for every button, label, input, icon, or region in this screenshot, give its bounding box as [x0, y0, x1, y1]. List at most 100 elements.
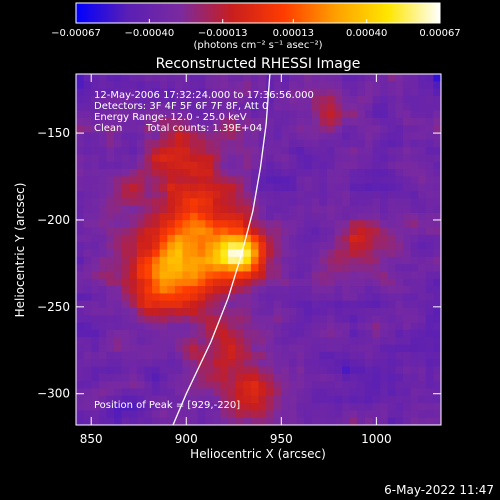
- heatmap-cell: [266, 117, 275, 126]
- heatmap-cell: [197, 381, 206, 390]
- heatmap-cell: [334, 351, 343, 360]
- heatmap-cell: [273, 271, 282, 280]
- heatmap-cell: [106, 147, 115, 156]
- heatmap-cell: [190, 395, 199, 404]
- heatmap-cell: [144, 176, 153, 185]
- heatmap-cell: [288, 308, 298, 316]
- heatmap-cell: [395, 359, 404, 368]
- heatmap-cell: [296, 110, 305, 119]
- heatmap-cell: [250, 337, 260, 346]
- heatmap-cell: [190, 234, 199, 243]
- heatmap-cell: [114, 308, 123, 316]
- heatmap-cell: [304, 300, 313, 309]
- heatmap-cell: [136, 329, 146, 338]
- heatmap-cell: [304, 403, 313, 411]
- heatmap-cell: [395, 95, 404, 104]
- heatmap-cell: [311, 169, 320, 177]
- heatmap-cell: [258, 242, 267, 251]
- heatmap-cell: [433, 191, 441, 199]
- heatmap-cell: [205, 95, 214, 104]
- heatmap-cell: [334, 161, 343, 170]
- heatmap-cell: [418, 74, 427, 82]
- heatmap-cell: [326, 322, 336, 331]
- heatmap-cell: [418, 125, 427, 134]
- heatmap-cell: [144, 183, 153, 192]
- heatmap-cell: [281, 388, 290, 397]
- heatmap-cell: [243, 359, 252, 368]
- heatmap-cell: [364, 308, 374, 316]
- heatmap-cell: [159, 315, 168, 324]
- heatmap-cell: [349, 329, 358, 338]
- heatmap-cell: [106, 322, 115, 331]
- heatmap-cell: [349, 410, 358, 419]
- heatmap-cell: [220, 117, 229, 126]
- heatmap-cell: [349, 205, 358, 214]
- heatmap-cell: [167, 249, 176, 258]
- heatmap-cell: [326, 169, 336, 177]
- heatmap-cell: [395, 212, 404, 221]
- heatmap-cell: [220, 132, 229, 141]
- heatmap-cell: [228, 351, 237, 360]
- heatmap-cell: [334, 205, 343, 214]
- heatmap-cell: [235, 359, 244, 368]
- heatmap-cell: [106, 249, 115, 258]
- heatmap-cell: [402, 212, 412, 221]
- heatmap-cell: [349, 88, 358, 97]
- heatmap-cell: [129, 337, 138, 346]
- heatmap-cell: [296, 117, 305, 126]
- heatmap-cell: [433, 373, 441, 382]
- heatmap-cell: [349, 417, 358, 425]
- heatmap-cell: [98, 220, 108, 229]
- heatmap-cell: [380, 337, 389, 346]
- heatmap-cell: [106, 351, 115, 360]
- heatmap-cell: [228, 110, 237, 119]
- heatmap-cell: [311, 315, 320, 324]
- heatmap-cell: [334, 176, 343, 185]
- heatmap-cell: [144, 366, 153, 375]
- heatmap-cell: [357, 366, 366, 375]
- heatmap-cell: [357, 278, 366, 287]
- heatmap-cell: [167, 300, 176, 309]
- heatmap-cell: [410, 220, 419, 229]
- heatmap-cell: [273, 249, 282, 258]
- heatmap-cell: [311, 278, 320, 287]
- heatmap-cell: [319, 293, 328, 302]
- heatmap-cell: [281, 403, 290, 411]
- heatmap-cell: [152, 403, 161, 411]
- heatmap-cell: [281, 242, 290, 251]
- heatmap-cell: [311, 381, 320, 390]
- heatmap-cell: [342, 264, 351, 273]
- heatmap-cell: [364, 110, 374, 119]
- heatmap-cell: [152, 249, 161, 258]
- heatmap-cell: [326, 315, 336, 324]
- heatmap-cell: [433, 74, 441, 82]
- heatmap-cell: [410, 212, 419, 221]
- heatmap-cell: [425, 417, 434, 425]
- heatmap-cell: [159, 125, 168, 134]
- heatmap-cell: [266, 88, 275, 97]
- heatmap-cell: [433, 315, 441, 324]
- heatmap-cell: [273, 169, 282, 177]
- heatmap-cell: [98, 329, 108, 338]
- heatmap-cell: [326, 117, 336, 126]
- heatmap-cell: [220, 366, 229, 375]
- heatmap-cell: [190, 278, 199, 287]
- heatmap-cell: [250, 344, 260, 353]
- heatmap-cell: [91, 366, 100, 375]
- heatmap-cell: [205, 373, 214, 382]
- heatmap-cell: [342, 132, 351, 141]
- heatmap-cell: [357, 110, 366, 119]
- heatmap-cell: [197, 81, 206, 90]
- heatmap-cell: [129, 125, 138, 134]
- heatmap-cell: [220, 300, 229, 309]
- heatmap-cell: [114, 169, 123, 177]
- heatmap-cell: [212, 234, 222, 243]
- heatmap-cell: [372, 227, 381, 236]
- heatmap-cell: [98, 161, 108, 170]
- heatmap-cell: [304, 417, 313, 425]
- heatmap-cell: [288, 286, 298, 294]
- heatmap-cell: [357, 81, 366, 90]
- heatmap-cell: [121, 220, 130, 229]
- heatmap-cell: [98, 410, 108, 419]
- heatmap-cell: [98, 381, 108, 390]
